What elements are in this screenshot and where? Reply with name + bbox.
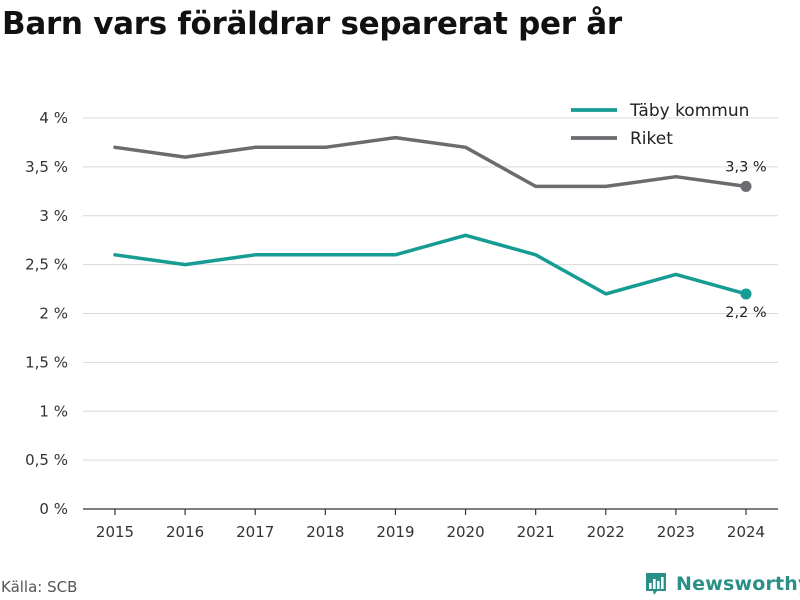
data-label: 2,2 % bbox=[725, 305, 766, 321]
x-tick-label: 2023 bbox=[657, 523, 695, 541]
y-tick-label: 0 % bbox=[39, 500, 68, 518]
series-end-point bbox=[740, 288, 752, 300]
x-tick-label: 2019 bbox=[376, 523, 414, 541]
data-label: 3,3 % bbox=[725, 159, 766, 175]
x-tick-label: 2016 bbox=[166, 523, 204, 541]
brand-logo[interactable]: Newsworthy bbox=[644, 570, 800, 598]
series-line bbox=[113, 233, 748, 296]
y-tick-label: 2 % bbox=[39, 305, 68, 323]
brand-name: Newsworthy bbox=[676, 573, 800, 595]
legend-label: Riket bbox=[630, 129, 673, 149]
legend-label: Täby kommun bbox=[629, 101, 749, 121]
source-note: Källa: SCB bbox=[1, 578, 78, 596]
y-tick-label: 1 % bbox=[39, 402, 68, 420]
x-tick-label: 2015 bbox=[96, 523, 134, 541]
x-tick-label: 2017 bbox=[236, 523, 274, 541]
series-end-point bbox=[740, 180, 752, 192]
series-line bbox=[113, 135, 748, 189]
y-tick-label: 2,5 % bbox=[25, 256, 68, 274]
x-tick-label: 2022 bbox=[587, 523, 625, 541]
y-tick-label: 4 % bbox=[39, 109, 68, 127]
bar-chart-logo-icon bbox=[646, 573, 666, 595]
y-tick-label: 3 % bbox=[39, 207, 68, 225]
y-tick-label: 0,5 % bbox=[25, 451, 68, 469]
chart-title: Barn vars föräldrar separerat per år bbox=[2, 6, 622, 42]
y-tick-label: 1,5 % bbox=[25, 353, 68, 371]
x-tick-label: 2018 bbox=[306, 523, 344, 541]
x-tick-label: 2024 bbox=[727, 523, 765, 541]
x-tick-label: 2021 bbox=[517, 523, 555, 541]
y-tick-label: 3,5 % bbox=[25, 158, 68, 176]
x-tick-label: 2020 bbox=[446, 523, 484, 541]
